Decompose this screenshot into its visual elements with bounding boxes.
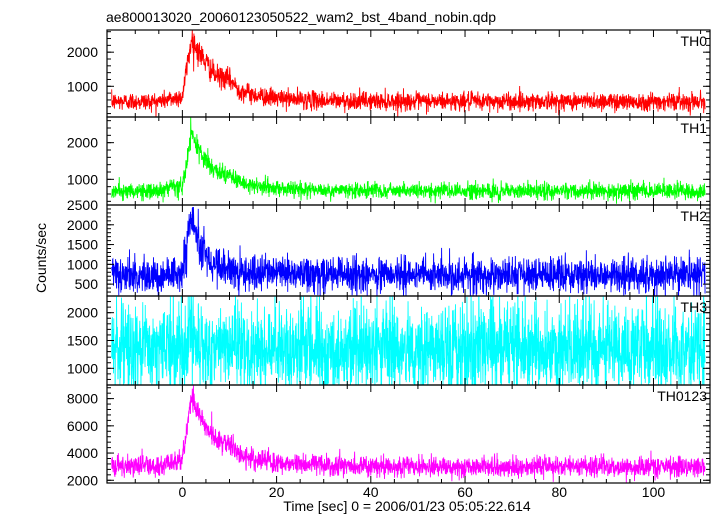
panel-label-th3: TH3	[681, 299, 708, 315]
y-tick-label: 2500	[67, 197, 98, 213]
y-tick-label: 1500	[67, 237, 98, 253]
series-th0	[111, 30, 706, 117]
y-tick-label: 8000	[67, 391, 98, 407]
series-th0123	[111, 385, 706, 483]
panel-frame	[106, 384, 711, 484]
panel-label-th0: TH0	[681, 33, 708, 49]
panel-label-th1: TH1	[681, 120, 708, 136]
y-tick-label: 1500	[67, 333, 98, 349]
panel-th2: 500 1000 1500 2000 2500 TH2	[67, 197, 711, 297]
x-tick-label: 60	[457, 484, 473, 500]
panel-th0: 1000 2000 TH0	[67, 29, 711, 118]
x-tick-label: 0	[178, 484, 186, 500]
x-tick-label: 40	[363, 484, 379, 500]
x-axis-label: Time [sec] 0 = 2006/01/23 05:05:22.614	[283, 498, 531, 514]
x-tick-label: 20	[269, 484, 285, 500]
y-tick-label: 6000	[67, 418, 98, 434]
panel-label-th2: TH2	[681, 208, 708, 224]
y-axis-label: Counts/sec	[33, 223, 49, 293]
y-tick-label: 1000	[67, 256, 98, 272]
y-tick-label: 2000	[67, 305, 98, 321]
series-th1	[111, 117, 706, 204]
panel-th0123: 2000 4000 6000 8000 TH0123	[67, 384, 711, 488]
y-tick-label: 1000	[67, 171, 98, 187]
panel-th1: 1000 2000 TH1	[67, 116, 711, 206]
x-tick-labels: 0 20 40 60 80 100	[178, 484, 665, 500]
x-tick-label: 80	[551, 484, 567, 500]
series-th3	[111, 296, 706, 385]
y-tick-label: 4000	[67, 445, 98, 461]
series-th2	[111, 206, 706, 296]
y-tick-label: 2000	[67, 472, 98, 488]
y-tick-label: 500	[75, 276, 99, 292]
panel-th3: 1000 1500 2000 TH3	[67, 295, 711, 386]
y-tick-label: 2000	[67, 44, 98, 60]
y-tick-label: 2000	[67, 135, 98, 151]
x-tick-label: 100	[642, 484, 666, 500]
y-tick-label: 2000	[67, 217, 98, 233]
chart-title: ae800013020_20060123050522_wam2_bst_4ban…	[106, 9, 496, 25]
y-tick-label: 1000	[67, 78, 98, 94]
y-tick-label: 1000	[67, 360, 98, 376]
panel-label-th0123: TH0123	[657, 388, 707, 404]
panels: 1000 2000 TH0 1000 2000 TH1 500 1000 1500 2000 250…	[67, 29, 711, 488]
